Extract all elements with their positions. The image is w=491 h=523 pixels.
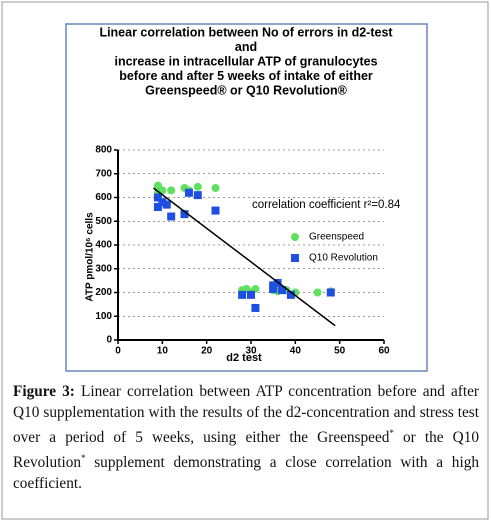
y-tick-label: 800 xyxy=(95,145,112,156)
annotation: correlation coefficient r²=0.84 xyxy=(252,199,401,211)
point xyxy=(278,286,287,295)
point xyxy=(326,288,335,297)
point xyxy=(167,186,176,195)
legend-label: Greenspeed xyxy=(309,232,364,243)
legend-marker xyxy=(291,254,299,262)
chart-title: before and after 5 weeks of intake of ei… xyxy=(119,69,373,83)
point xyxy=(211,206,220,215)
x-tick-label: 30 xyxy=(245,346,257,357)
point xyxy=(247,290,255,299)
point xyxy=(286,290,295,299)
legend-marker xyxy=(291,233,299,241)
caption-label: Figure 3: xyxy=(13,383,75,400)
trend-line xyxy=(153,187,336,327)
y-axis-label: ATP pmol/10⁶ cells xyxy=(85,212,96,302)
point xyxy=(153,193,162,202)
caption-segment: supplement demonstrating a close correla… xyxy=(13,454,479,493)
caption-text: Linear correlation between ATP concentra… xyxy=(13,383,479,492)
caption: Figure 3: Linear correlation between ATP… xyxy=(13,381,479,494)
y-tick-label: 300 xyxy=(95,263,112,274)
x-tick-label: 0 xyxy=(115,346,121,357)
chart-title: and xyxy=(235,40,257,54)
x-tick-label: 60 xyxy=(378,346,390,357)
caption-segment: Linear correlation between ATP concentra… xyxy=(13,383,479,447)
y-tick-label: 600 xyxy=(95,192,112,203)
x-tick-label: 10 xyxy=(157,346,169,357)
y-tick-label: 200 xyxy=(95,287,112,298)
x-tick-label: 40 xyxy=(290,346,302,357)
point xyxy=(180,210,189,219)
chart-border xyxy=(65,23,428,372)
x-axis-label: d2 test xyxy=(226,352,262,364)
caption-superscript: * xyxy=(81,453,86,464)
x-tick-label: 50 xyxy=(334,346,346,357)
point xyxy=(313,288,322,297)
y-tick-label: 100 xyxy=(95,311,112,322)
y-tick-label: 700 xyxy=(95,168,112,179)
point xyxy=(153,203,162,211)
y-tick-label: 0 xyxy=(106,335,112,346)
point xyxy=(211,184,220,192)
chart-title: Greenspeed® or Q10 Revolution® xyxy=(145,83,348,97)
caption-segment: or the Q10 Revolution xyxy=(13,429,480,472)
point xyxy=(269,284,278,293)
point xyxy=(193,182,202,191)
caption-superscript: * xyxy=(389,428,394,438)
y-tick-label: 500 xyxy=(95,216,112,227)
point xyxy=(158,198,167,207)
chart-title: Linear correlation between No of errors … xyxy=(99,25,393,39)
chart-title: increase in intracellular ATP of granulo… xyxy=(114,54,377,68)
x-tick-label: 20 xyxy=(201,346,213,357)
point xyxy=(251,303,260,312)
point xyxy=(238,290,247,299)
point xyxy=(193,191,202,200)
point xyxy=(184,188,193,197)
y-tick-label: 400 xyxy=(95,240,112,251)
legend-label: Q10 Revolution xyxy=(309,253,378,264)
point xyxy=(162,200,171,209)
point xyxy=(167,212,176,221)
